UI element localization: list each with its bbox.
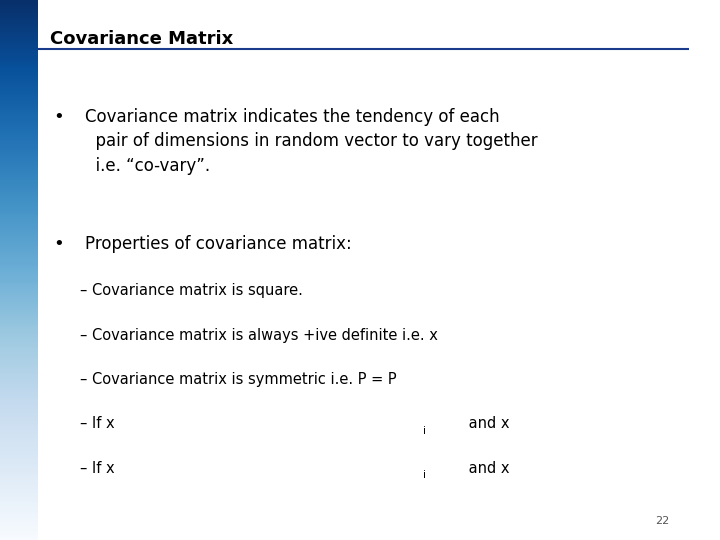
Text: 22: 22	[655, 516, 670, 526]
Text: Properties of covariance matrix:: Properties of covariance matrix:	[85, 235, 352, 253]
Text: and x: and x	[464, 461, 509, 476]
Text: i: i	[423, 470, 426, 481]
Text: – Covariance matrix is always +ive definite i.e. x: – Covariance matrix is always +ive defin…	[80, 328, 438, 343]
Text: •: •	[54, 235, 65, 253]
Text: – If x: – If x	[80, 416, 114, 431]
Text: – Covariance matrix is square.: – Covariance matrix is square.	[80, 284, 302, 299]
Text: i: i	[423, 426, 426, 436]
Text: •: •	[54, 108, 65, 126]
Text: – If x: – If x	[80, 461, 114, 476]
Text: Covariance Matrix: Covariance Matrix	[50, 30, 234, 48]
Text: – Covariance matrix is symmetric i.e. P = P: – Covariance matrix is symmetric i.e. P …	[80, 372, 397, 387]
Text: Covariance matrix indicates the tendency of each
  pair of dimensions in random : Covariance matrix indicates the tendency…	[85, 108, 538, 174]
Text: and x: and x	[464, 416, 509, 431]
